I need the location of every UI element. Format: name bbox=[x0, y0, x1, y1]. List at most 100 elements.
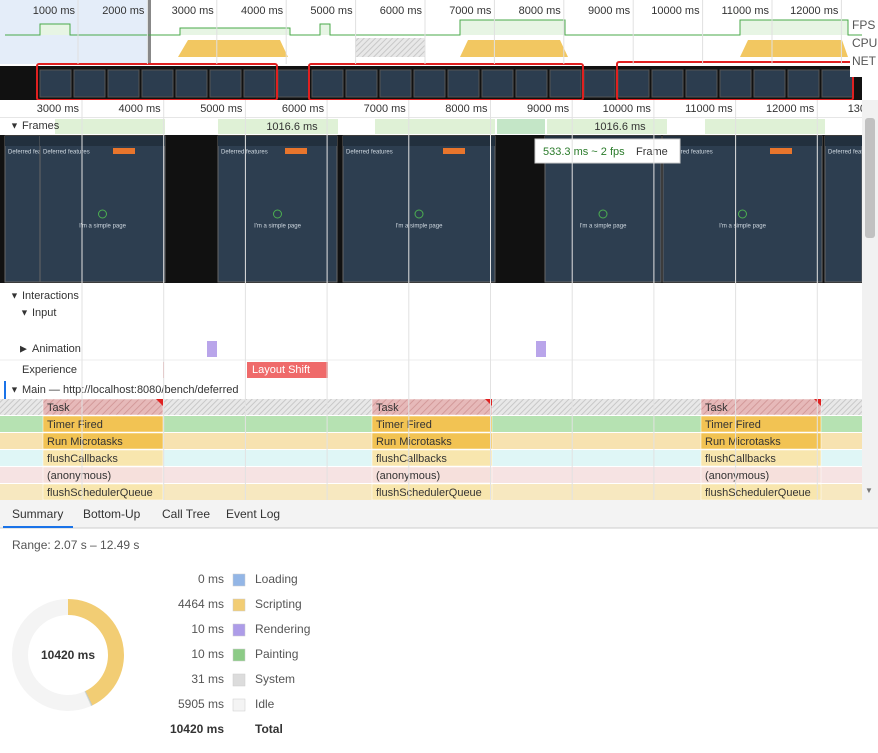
expand-arrow[interactable]: ▼ bbox=[20, 307, 29, 317]
overview-track-label: CPU bbox=[852, 36, 877, 50]
flame-event[interactable] bbox=[371, 466, 493, 484]
swatch bbox=[232, 573, 246, 587]
thumbnail bbox=[685, 69, 718, 98]
thumbnail bbox=[549, 69, 582, 98]
ruler-tick-label: 5000 ms bbox=[200, 103, 243, 115]
flame-label: Task bbox=[705, 402, 728, 414]
overview-tick-label: 10000 ms bbox=[651, 5, 700, 17]
scroll-down[interactable]: ▼ bbox=[865, 486, 873, 495]
tab[interactable]: Event Log bbox=[226, 507, 280, 521]
tab[interactable]: Bottom-Up bbox=[83, 507, 141, 521]
flame-event[interactable] bbox=[371, 449, 493, 467]
swatch bbox=[232, 698, 246, 712]
overview-tick-label: 12000 ms bbox=[790, 5, 839, 17]
ruler-tick-label: 11000 ms bbox=[685, 103, 733, 115]
tab[interactable]: Summary bbox=[12, 507, 63, 521]
screenshot bbox=[662, 135, 823, 283]
category: System bbox=[255, 672, 295, 686]
thumbnail bbox=[447, 69, 480, 98]
screenshot-header bbox=[663, 136, 822, 146]
thumbnail bbox=[243, 69, 276, 98]
screenshot bbox=[4, 135, 41, 283]
flame-label: Timer Fired bbox=[705, 419, 761, 431]
input-label: Input bbox=[32, 307, 56, 319]
frame-block bbox=[497, 119, 545, 134]
overview-tick-label: 4000 ms bbox=[241, 5, 284, 17]
flame-label: (anonymous) bbox=[47, 470, 111, 482]
flame-label: Run Microtasks bbox=[47, 436, 123, 448]
screenshot-header bbox=[5, 136, 40, 146]
thumbnail bbox=[39, 69, 72, 98]
screenshot-header bbox=[343, 136, 495, 146]
flame-event[interactable] bbox=[371, 432, 493, 450]
overview-tick-label: 7000 ms bbox=[449, 5, 492, 17]
ruler-tick-label: 4000 ms bbox=[118, 103, 161, 115]
flame-label: flushCallbacks bbox=[376, 453, 447, 465]
screenshot-title: Deferred features bbox=[828, 150, 875, 156]
overview-tick-label: 2000 ms bbox=[102, 5, 145, 17]
ruler-tick-label: 10000 ms bbox=[603, 103, 652, 115]
time: 0 ms bbox=[198, 572, 224, 586]
time: 10 ms bbox=[191, 647, 224, 661]
flame-event[interactable] bbox=[371, 398, 493, 416]
flame-event[interactable] bbox=[371, 415, 493, 433]
collapse-arrow[interactable]: ▶ bbox=[20, 343, 27, 353]
screenshot-body: I'm a simple page bbox=[396, 224, 443, 230]
thumbnail bbox=[651, 69, 684, 98]
selection-shade bbox=[0, 0, 150, 64]
frame-block bbox=[547, 119, 667, 134]
scrollbar-thumb[interactable] bbox=[865, 118, 875, 238]
ruler-tick-label: 6000 ms bbox=[282, 103, 325, 115]
selection-handle[interactable] bbox=[148, 0, 151, 64]
flame-event[interactable] bbox=[700, 415, 822, 433]
flame-event[interactable] bbox=[700, 449, 822, 467]
ruler-tick-label: 9000 ms bbox=[527, 103, 570, 115]
screenshot bbox=[342, 135, 496, 283]
flame-label: flushSchedulerQueue bbox=[376, 487, 482, 499]
flame-label: flushCallbacks bbox=[47, 453, 118, 465]
screenshot-icon bbox=[98, 209, 107, 219]
flame-event[interactable] bbox=[700, 466, 822, 484]
swatch bbox=[232, 623, 246, 637]
flame-event[interactable] bbox=[700, 398, 822, 416]
interactions-label: Interactions bbox=[22, 290, 79, 302]
screenshot-body: I'm a simple page bbox=[719, 224, 766, 230]
screenshot-icon bbox=[273, 209, 282, 219]
flame-event[interactable] bbox=[42, 415, 164, 433]
overview-track-label: FPS bbox=[852, 18, 875, 32]
expand-arrow[interactable]: ▼ bbox=[10, 120, 19, 130]
track-label-bg bbox=[850, 61, 878, 77]
tab[interactable]: Call Tree bbox=[162, 507, 210, 521]
flame-event[interactable] bbox=[42, 432, 164, 450]
flame-label: (anonymous) bbox=[705, 470, 769, 482]
thumbnail bbox=[141, 69, 174, 98]
thumbnail bbox=[617, 69, 650, 98]
flame-event[interactable] bbox=[42, 466, 164, 484]
screenshot-body: I'm a simple page bbox=[79, 224, 126, 230]
screenshot bbox=[39, 135, 166, 283]
ruler-tick-label: 13000 ms bbox=[848, 103, 878, 115]
expand-arrow[interactable]: ▼ bbox=[10, 384, 19, 394]
frames-label: Frames bbox=[22, 120, 60, 132]
flame-label: Run Microtasks bbox=[705, 436, 781, 448]
ruler-tick-label: 12000 ms bbox=[766, 103, 815, 115]
flame-event[interactable] bbox=[42, 449, 164, 467]
thumbnail bbox=[753, 69, 786, 98]
flame-label: Run Microtasks bbox=[376, 436, 452, 448]
flame-label: flushSchedulerQueue bbox=[705, 487, 811, 499]
frame-block bbox=[218, 119, 338, 134]
donut-slice bbox=[85, 691, 93, 706]
time: 10 ms bbox=[191, 622, 224, 636]
flame-event[interactable] bbox=[700, 432, 822, 450]
swatch bbox=[232, 648, 246, 662]
frame-duration: 1016.6 ms bbox=[266, 121, 318, 133]
donut-slice bbox=[11, 599, 91, 711]
tab-underline bbox=[3, 526, 73, 528]
swatch bbox=[232, 598, 246, 612]
flame-event[interactable] bbox=[42, 398, 164, 416]
thumbnail bbox=[73, 69, 106, 98]
screenshot-icon bbox=[598, 209, 608, 219]
thumbnail bbox=[787, 69, 820, 98]
expand-arrow[interactable]: ▼ bbox=[10, 290, 19, 300]
